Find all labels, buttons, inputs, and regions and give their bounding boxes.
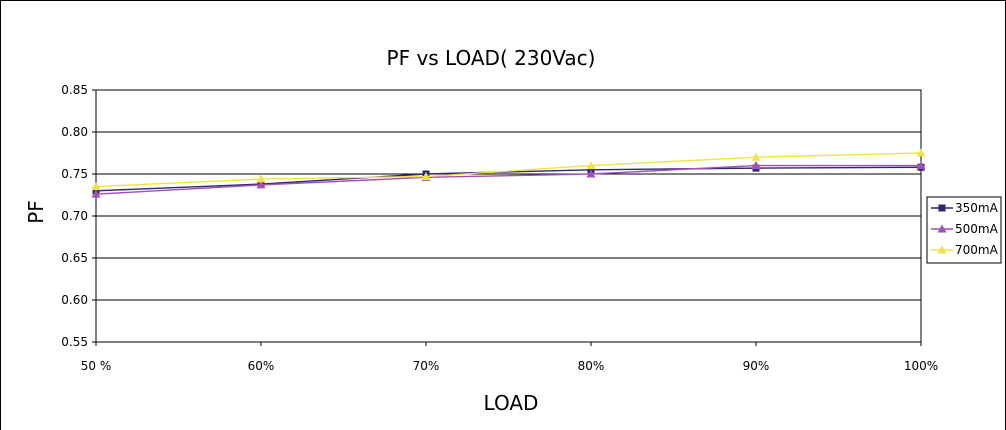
legend: 350mA 500mA 700mA	[926, 196, 1002, 264]
y-tick-label: 0.60	[61, 293, 88, 307]
legend-label-350mA: 350mA	[955, 201, 999, 215]
x-tick-label: 100%	[904, 359, 938, 373]
series-line-500mA	[95, 164, 921, 195]
data-point-500mA	[256, 180, 266, 189]
legend-label-500mA: 500mA	[955, 222, 999, 236]
x-tick-label: 80%	[578, 359, 605, 373]
legend-marker-350mA	[938, 204, 946, 212]
data-point-700mA	[421, 172, 431, 181]
y-tick-label: 0.75	[61, 167, 88, 181]
x-tick-label: 50 %	[81, 359, 112, 373]
x-tick-label: 60%	[248, 359, 275, 373]
data-point-500mA	[916, 161, 926, 170]
data-point-700mA	[916, 148, 926, 157]
data-point-500mA	[586, 169, 596, 178]
series-line-700mA	[95, 152, 922, 188]
data-point-700mA	[91, 182, 101, 191]
y-tick-label: 0.70	[61, 209, 88, 223]
y-tick-label: 0.80	[61, 125, 88, 139]
y-tick-label: 0.65	[61, 251, 88, 265]
data-point-500mA	[91, 189, 101, 198]
y-tick-label: 0.55	[61, 335, 88, 349]
data-point-700mA	[586, 161, 596, 170]
legend-marker-500mA	[937, 224, 947, 233]
y-axis-label: PF	[24, 200, 48, 224]
chart-title: PF vs LOAD( 230Vac)	[387, 46, 596, 70]
x-tick-label: 90%	[743, 359, 770, 373]
y-tick-label: 0.85	[61, 83, 88, 97]
data-point-500mA	[751, 161, 761, 170]
x-axis-label: LOAD	[484, 391, 539, 415]
plot-area: 0.55 0.60 0.65 0.70 0.75 0.80 0.85 50 % 60% 70% 80…	[61, 83, 938, 373]
data-point-700mA	[256, 174, 266, 183]
x-tick-label: 70%	[413, 359, 440, 373]
legend-marker-700mA	[937, 245, 947, 254]
data-point-700mA	[751, 152, 761, 161]
legend-label-700mA: 700mA	[955, 243, 999, 257]
series-line-350mA	[95, 166, 922, 192]
